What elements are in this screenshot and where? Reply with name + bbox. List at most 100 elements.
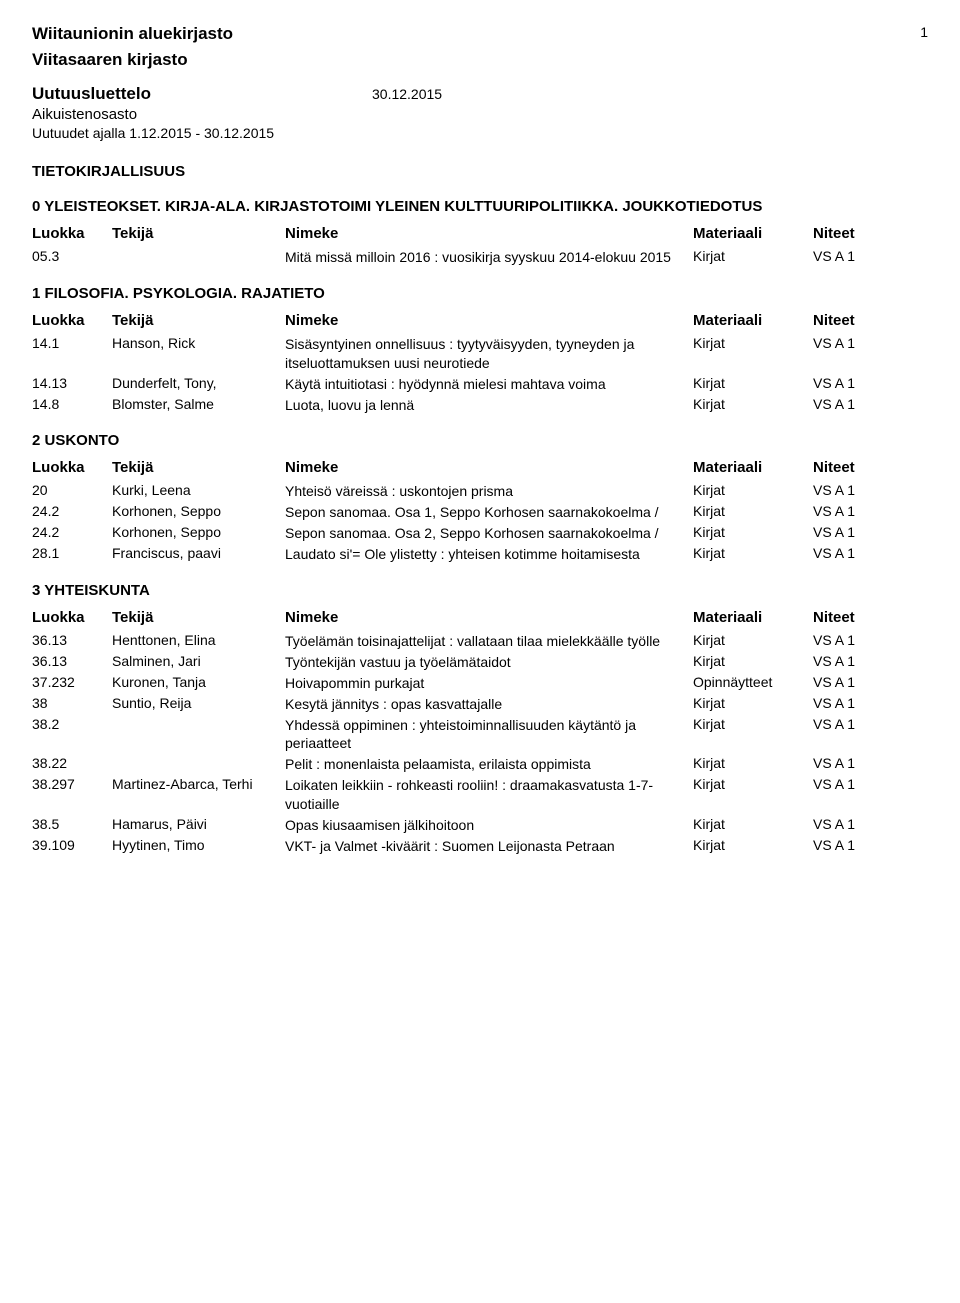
column-header: Nimeke <box>285 459 693 476</box>
page-number: 1 <box>920 24 928 40</box>
entry-tekija: Salminen, Jari <box>112 653 285 669</box>
entry-tekija: Blomster, Salme <box>112 396 285 412</box>
column-header: Materiaali <box>693 459 813 476</box>
entry-materiaali: Kirjat <box>693 755 813 771</box>
entry-nimeke: Loikaten leikkiin - rohkeasti rooliin! :… <box>285 776 693 814</box>
column-header: Niteet <box>813 459 893 476</box>
entry-niteet: VS A 1 <box>813 816 893 832</box>
entry-row: 14.13Dunderfelt, Tony,Käytä intuitiotasi… <box>32 375 928 394</box>
entry-luokka: 36.13 <box>32 653 112 669</box>
column-header: Tekijä <box>112 312 285 329</box>
column-header: Materiaali <box>693 609 813 626</box>
entry-niteet: VS A 1 <box>813 674 893 690</box>
section-title: 2 USKONTO <box>32 432 928 449</box>
entry-materiaali: Kirjat <box>693 248 813 264</box>
entry-niteet: VS A 1 <box>813 837 893 853</box>
column-header: Tekijä <box>112 225 285 242</box>
entry-nimeke: Työntekijän vastuu ja työelämätaidot <box>285 653 693 672</box>
entry-luokka: 20 <box>32 482 112 498</box>
entry-nimeke: VKT- ja Valmet -kiväärit : Suomen Leijon… <box>285 837 693 856</box>
entry-materiaali: Kirjat <box>693 396 813 412</box>
entry-materiaali: Kirjat <box>693 375 813 391</box>
entry-row: 38.22 Pelit : monenlaista pelaamista, eri… <box>32 755 928 774</box>
column-header: Luokka <box>32 312 112 329</box>
entry-luokka: 39.109 <box>32 837 112 853</box>
entry-materiaali: Kirjat <box>693 653 813 669</box>
entry-row: 38.2 Yhdessä oppiminen : yhteistoiminnall… <box>32 716 928 754</box>
section-title: 0 YLEISTEOKSET. KIRJA-ALA. KIRJASTOTOIMI… <box>32 198 928 215</box>
entry-nimeke: Hoivapommin purkajat <box>285 674 693 693</box>
entry-nimeke: Mitä missä milloin 2016 : vuosikirja syy… <box>285 248 693 267</box>
column-header-row: LuokkaTekijäNimekeMateriaaliNiteet <box>32 312 928 329</box>
entry-niteet: VS A 1 <box>813 653 893 669</box>
entry-row: 36.13Henttonen, ElinaTyöelämän toisinaja… <box>32 632 928 651</box>
entry-tekija: Hamarus, Päivi <box>112 816 285 832</box>
entry-tekija: Kurki, Leena <box>112 482 285 498</box>
entry-row: 20Kurki, LeenaYhteisö väreissä : uskonto… <box>32 482 928 501</box>
entry-luokka: 05.3 <box>32 248 112 264</box>
entry-materiaali: Kirjat <box>693 695 813 711</box>
list-title: Uutuusluettelo <box>32 84 372 104</box>
major-section: TIETOKIRJALLISUUS <box>32 163 928 180</box>
entry-tekija: Korhonen, Seppo <box>112 524 285 540</box>
entry-niteet: VS A 1 <box>813 755 893 771</box>
column-header: Niteet <box>813 312 893 329</box>
entry-niteet: VS A 1 <box>813 396 893 412</box>
column-header-row: LuokkaTekijäNimekeMateriaaliNiteet <box>32 609 928 626</box>
entry-nimeke: Sisäsyntyinen onnellisuus : tyytyväisyyd… <box>285 335 693 373</box>
entry-luokka: 38.297 <box>32 776 112 792</box>
entry-niteet: VS A 1 <box>813 375 893 391</box>
entry-luokka: 24.2 <box>32 503 112 519</box>
entry-materiaali: Kirjat <box>693 632 813 648</box>
entry-row: 36.13Salminen, JariTyöntekijän vastuu ja… <box>32 653 928 672</box>
entry-luokka: 28.1 <box>32 545 112 561</box>
entry-luokka: 38.5 <box>32 816 112 832</box>
entry-niteet: VS A 1 <box>813 248 893 264</box>
entry-nimeke: Työelämän toisinajattelijat : vallataan … <box>285 632 693 651</box>
entry-row: 38.297Martinez-Abarca, TerhiLoikaten lei… <box>32 776 928 814</box>
entry-niteet: VS A 1 <box>813 503 893 519</box>
entry-tekija: Hanson, Rick <box>112 335 285 351</box>
entry-nimeke: Yhteisö väreissä : uskontojen prisma <box>285 482 693 501</box>
entry-materiaali: Kirjat <box>693 776 813 792</box>
section-title: 3 YHTEISKUNTA <box>32 582 928 599</box>
entry-tekija: Korhonen, Seppo <box>112 503 285 519</box>
entry-nimeke: Luota, luovu ja lennä <box>285 396 693 415</box>
entry-niteet: VS A 1 <box>813 632 893 648</box>
column-header: Materiaali <box>693 225 813 242</box>
entry-row: 24.2Korhonen, SeppoSepon sanomaa. Osa 1,… <box>32 503 928 522</box>
entry-luokka: 37.232 <box>32 674 112 690</box>
entry-nimeke: Sepon sanomaa. Osa 1, Seppo Korhosen saa… <box>285 503 693 522</box>
column-header: Tekijä <box>112 609 285 626</box>
entry-row: 14.1Hanson, RickSisäsyntyinen onnellisuu… <box>32 335 928 373</box>
entry-luokka: 38.2 <box>32 716 112 732</box>
org-title: Wiitaunionin aluekirjasto <box>32 24 233 44</box>
library-name: Viitasaaren kirjasto <box>32 50 928 70</box>
entry-tekija: Kuronen, Tanja <box>112 674 285 690</box>
column-header: Tekijä <box>112 459 285 476</box>
entry-luokka: 14.13 <box>32 375 112 391</box>
entry-luokka: 14.8 <box>32 396 112 412</box>
entry-materiaali: Opinnäytteet <box>693 674 813 690</box>
entry-luokka: 36.13 <box>32 632 112 648</box>
entry-nimeke: Opas kiusaamisen jälkihoitoon <box>285 816 693 835</box>
entry-materiaali: Kirjat <box>693 837 813 853</box>
column-header-row: LuokkaTekijäNimekeMateriaaliNiteet <box>32 459 928 476</box>
column-header: Materiaali <box>693 312 813 329</box>
entry-luokka: 38.22 <box>32 755 112 771</box>
entry-tekija: Henttonen, Elina <box>112 632 285 648</box>
entry-row: 24.2Korhonen, SeppoSepon sanomaa. Osa 2,… <box>32 524 928 543</box>
sub-title: Aikuistenosasto <box>32 106 928 123</box>
entry-nimeke: Yhdessä oppiminen : yhteistoiminnallisuu… <box>285 716 693 754</box>
entry-row: 28.1Franciscus, paaviLaudato si'= Ole yl… <box>32 545 928 564</box>
entry-tekija: Dunderfelt, Tony, <box>112 375 285 391</box>
entry-materiaali: Kirjat <box>693 816 813 832</box>
entry-nimeke: Kesytä jännitys : opas kasvattajalle <box>285 695 693 714</box>
entry-row: 05.3 Mitä missä milloin 2016 : vuosikirja… <box>32 248 928 267</box>
column-header: Luokka <box>32 459 112 476</box>
entry-nimeke: Pelit : monenlaista pelaamista, erilaist… <box>285 755 693 774</box>
entry-niteet: VS A 1 <box>813 482 893 498</box>
column-header: Nimeke <box>285 609 693 626</box>
entry-niteet: VS A 1 <box>813 776 893 792</box>
entry-materiaali: Kirjat <box>693 503 813 519</box>
